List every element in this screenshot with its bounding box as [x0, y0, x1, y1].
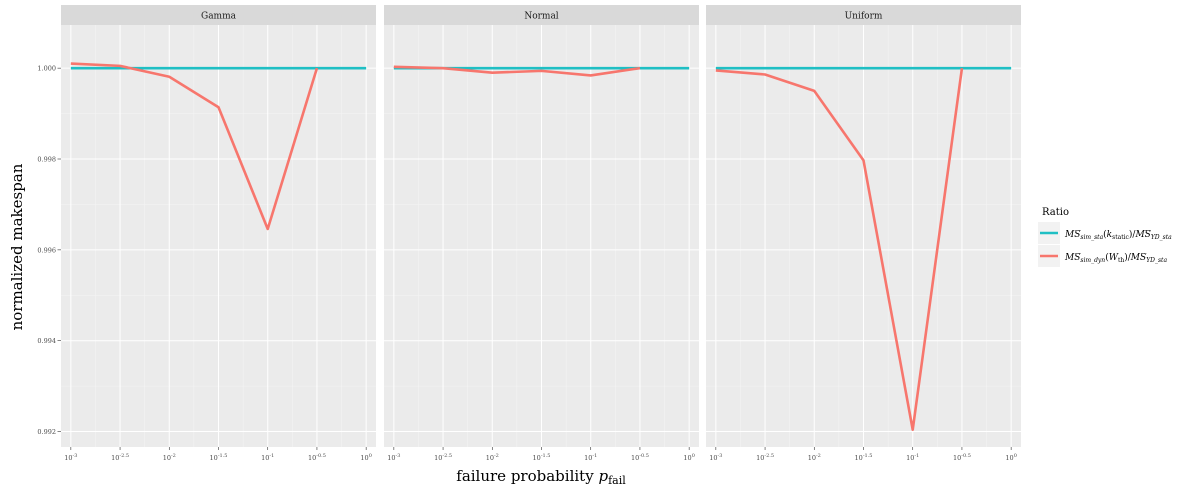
legend-label-static: MSsim_sta(kstatic)/MSYD_sta: [1064, 229, 1172, 241]
x-tick-label: 10-2: [163, 453, 176, 462]
y-tick-label: 0.996: [37, 246, 56, 254]
facet-panel-gamma: Gamma 10-3 10-2.5 10-2 10-1.5 10-1 10-0.5 100: [61, 5, 376, 462]
x-tick-label: 10-2.5: [111, 453, 129, 462]
x-tick-label: 10-1: [906, 453, 919, 462]
y-tick-label: 0.998: [37, 156, 56, 164]
x-tick-label: 10-0.5: [953, 453, 971, 462]
series-line-dynamic: [715, 67, 964, 432]
facet-strip: [384, 5, 699, 25]
facet-strip: [706, 5, 1021, 25]
x-tick-label: 10-0.5: [631, 453, 649, 462]
facet-panel-uniform: Uniform 10-3 10-2.5 10-2 10-1.5 10-1 10-0.5 100: [706, 5, 1021, 462]
facet-panel-normal: Normal 10-3 10-2.5 10-2 10-1.5 10-1 10-0.5 100: [384, 5, 699, 462]
x-tick-label: 10-2.5: [434, 453, 452, 462]
x-tick-label: 10-1.5: [855, 453, 873, 462]
x-tick-label: 100: [683, 453, 694, 462]
legend-title: Ratio: [1042, 207, 1069, 218]
x-tick-label: 10-3: [387, 453, 400, 462]
x-tick-label: 100: [360, 453, 371, 462]
legend-label-dynamic: MSsim_dyn(Wth)/MSYD_sta: [1064, 252, 1167, 264]
facet-strip: [61, 5, 376, 25]
y-tick-label: 0.992: [37, 428, 56, 436]
y-tick-label: 0.994: [37, 337, 56, 345]
x-axis-title: failure probability pfail: [456, 467, 626, 487]
series-line-dynamic: [70, 62, 319, 231]
facet-strip-label: Normal: [524, 12, 558, 22]
x-tick-label: 10-3: [709, 453, 722, 462]
facet-strip-label: Uniform: [845, 12, 883, 22]
y-tick-label: 1.000: [37, 65, 56, 73]
x-tick-label: 10-2: [486, 453, 499, 462]
x-tick-label: 10-1.5: [533, 453, 551, 462]
x-tick-label: 10-3: [64, 453, 77, 462]
x-tick-label: 10-1: [584, 453, 597, 462]
x-tick-label: 10-2: [808, 453, 821, 462]
x-tick-label: 10-0.5: [308, 453, 326, 462]
series-line-dynamic: [393, 65, 641, 77]
x-tick-label: 10-1: [261, 453, 274, 462]
y-axis-title: normalized makespan: [8, 163, 26, 330]
x-tick-label: 100: [1005, 453, 1016, 462]
x-tick-label: 10-1.5: [210, 453, 228, 462]
legend: Ratio MSsim_sta(kstatic)/MSYD_sta MSsim_…: [1038, 207, 1172, 267]
x-tick-label: 10-2.5: [756, 453, 774, 462]
facet-strip-label: Gamma: [201, 12, 237, 22]
